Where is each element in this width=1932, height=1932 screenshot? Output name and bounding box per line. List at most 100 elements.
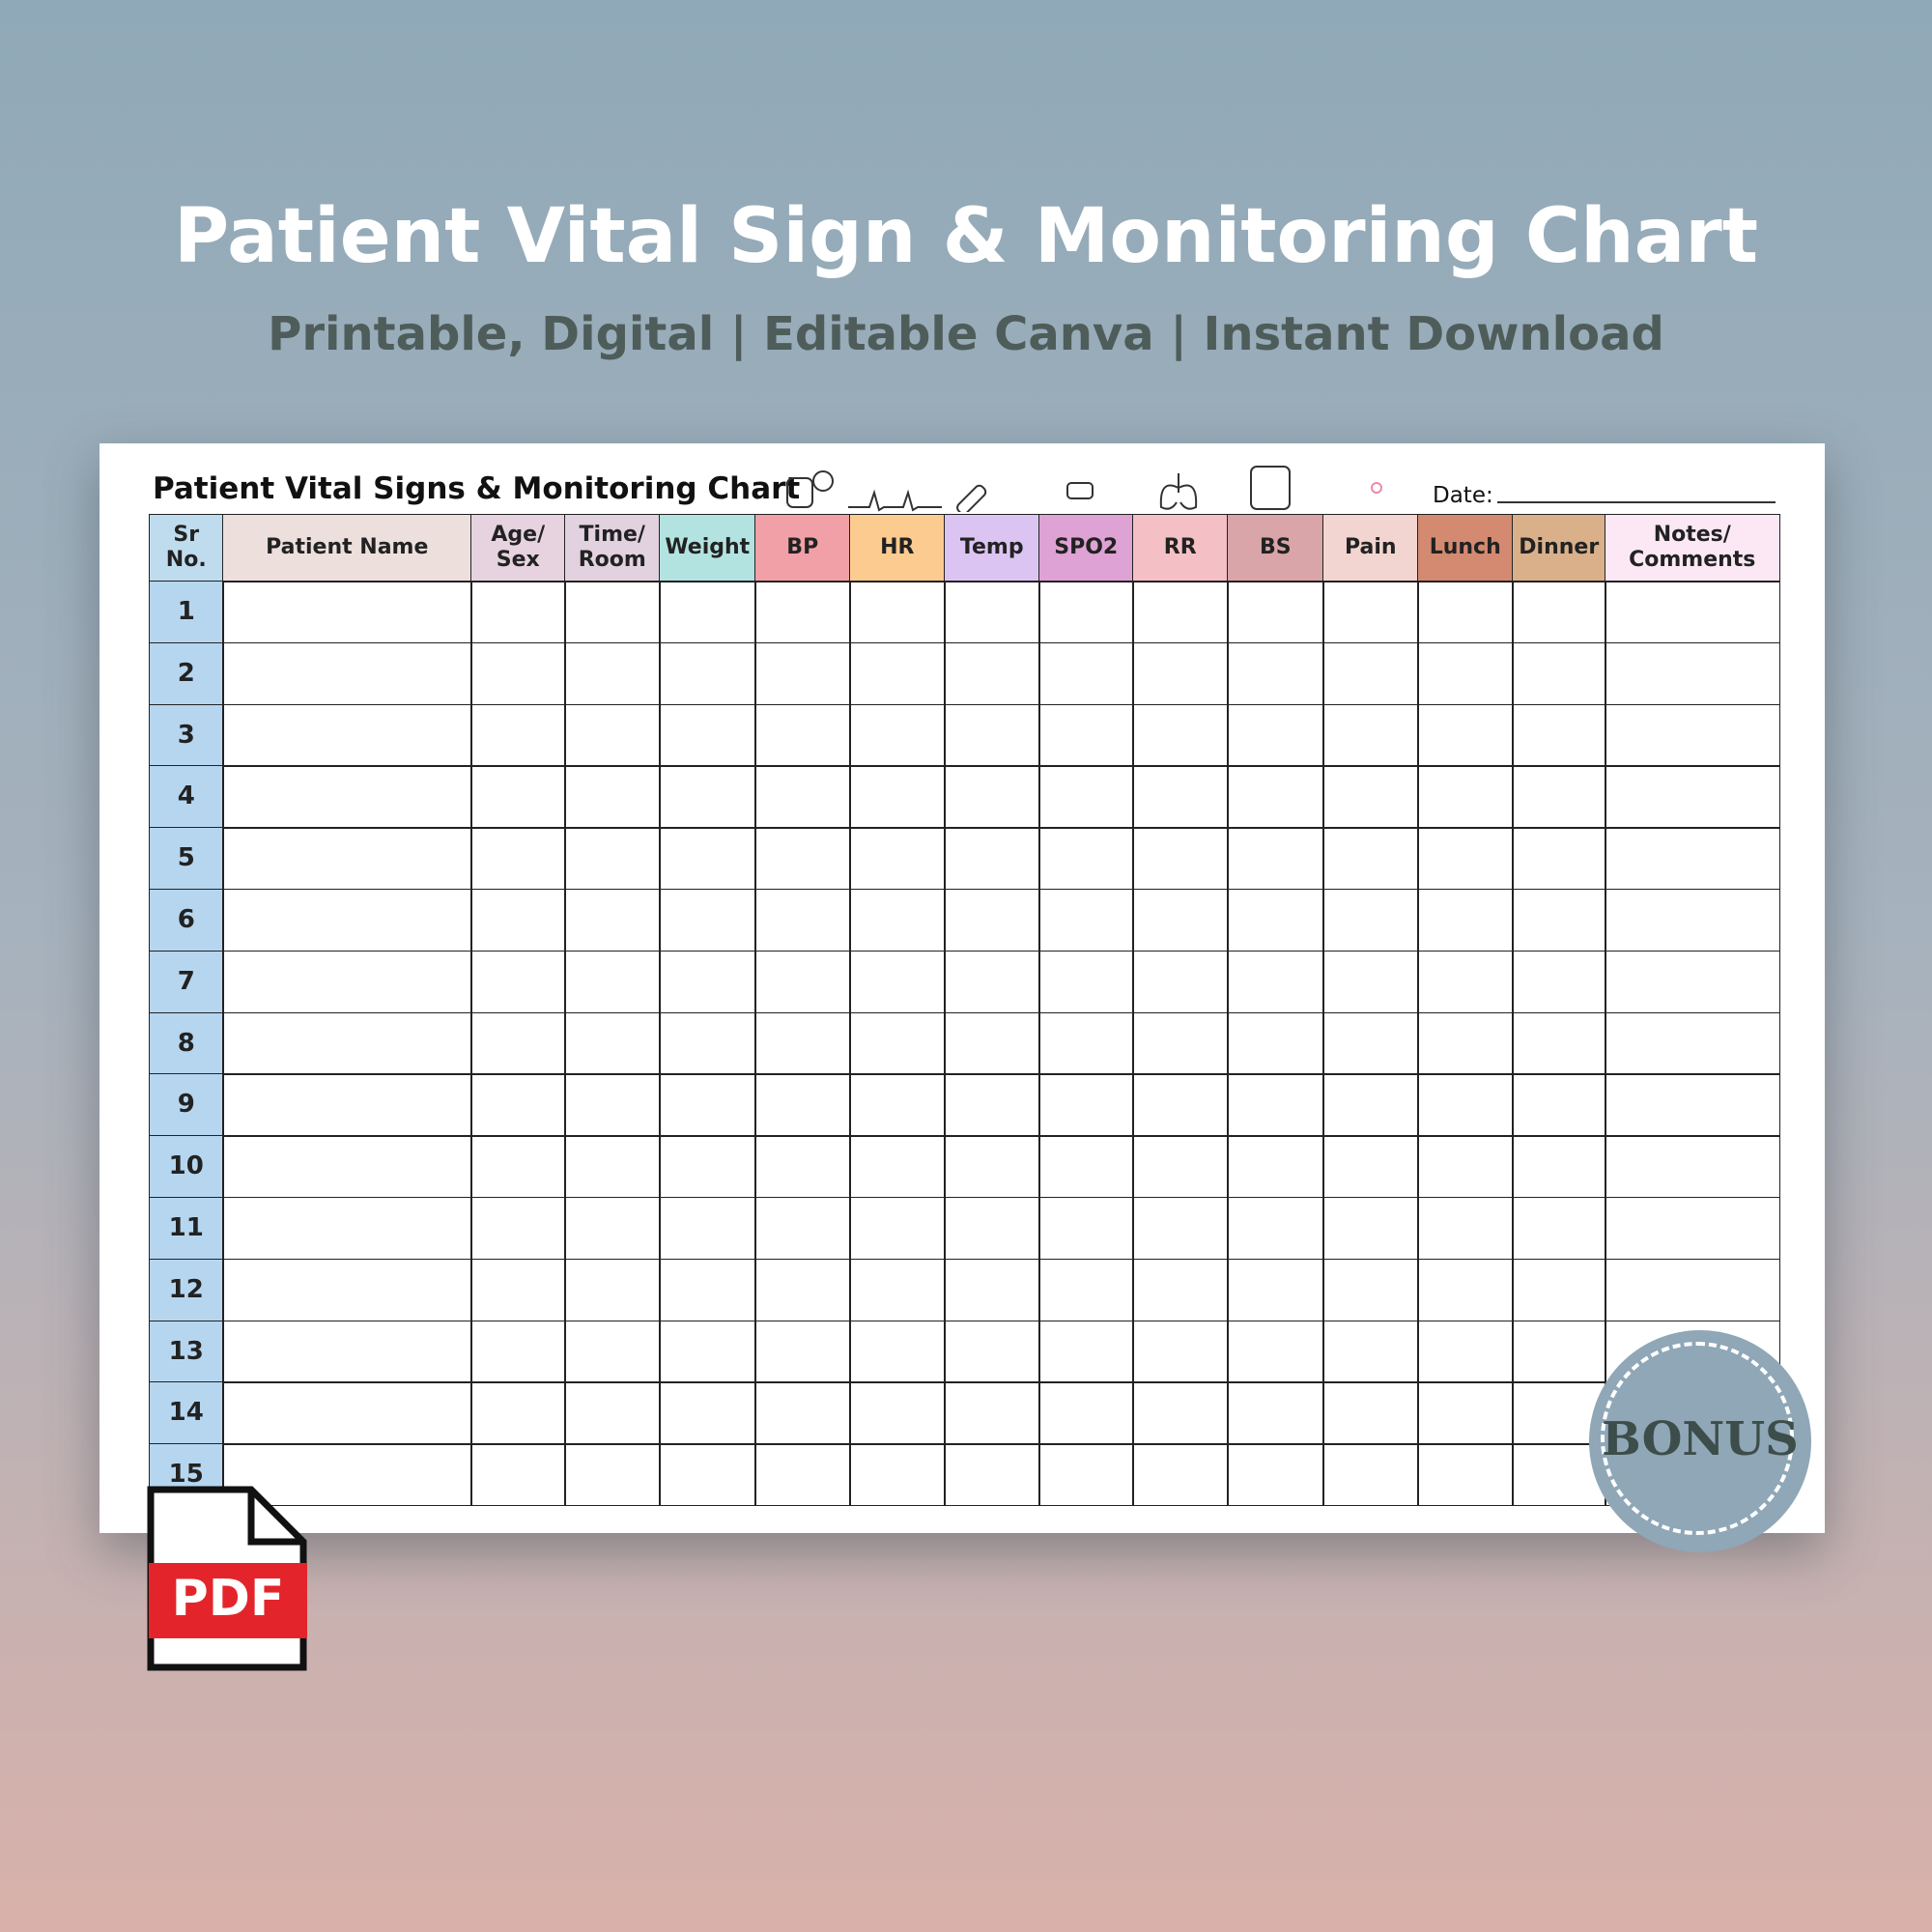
table-cell bbox=[849, 641, 946, 706]
table-cell bbox=[222, 1381, 472, 1445]
subtitle: Printable, Digital | Editable Canva | In… bbox=[268, 307, 1664, 361]
table-cell bbox=[1227, 827, 1324, 891]
table-cell bbox=[1605, 581, 1780, 644]
table-cell bbox=[1417, 1011, 1514, 1075]
table-cell bbox=[470, 1381, 566, 1445]
table-cell bbox=[1322, 1073, 1419, 1137]
table-cell bbox=[944, 1258, 1040, 1322]
table-cell bbox=[944, 950, 1040, 1014]
table-cell bbox=[1322, 1381, 1419, 1445]
table-cell bbox=[222, 1320, 472, 1383]
table-cell bbox=[222, 641, 472, 706]
table-cell bbox=[1227, 703, 1324, 767]
table-cell bbox=[944, 1135, 1040, 1199]
table-cell bbox=[470, 1443, 566, 1507]
table-cell bbox=[564, 889, 661, 952]
table-cell bbox=[1322, 1443, 1419, 1507]
table-cell bbox=[944, 765, 1040, 829]
table-cell bbox=[944, 703, 1040, 767]
table-cell bbox=[1417, 1258, 1514, 1322]
table-cell bbox=[1132, 889, 1229, 952]
table-cell bbox=[222, 1011, 472, 1075]
table-cell bbox=[1038, 1197, 1134, 1261]
table-cell bbox=[1038, 1011, 1134, 1075]
table-cell bbox=[1038, 1135, 1134, 1199]
table-cell bbox=[1132, 581, 1229, 644]
table-cell bbox=[1322, 1320, 1419, 1383]
table-cell bbox=[659, 889, 756, 952]
header-cell: Age/ Sex bbox=[470, 514, 566, 582]
table-cell bbox=[1417, 889, 1514, 952]
table-cell bbox=[1227, 581, 1324, 644]
table-cell bbox=[754, 703, 851, 767]
table-cell bbox=[944, 641, 1040, 706]
table-cell bbox=[564, 1135, 661, 1199]
table-cell bbox=[1322, 1197, 1419, 1261]
table-cell bbox=[944, 1197, 1040, 1261]
table-cell bbox=[659, 950, 756, 1014]
table-cell bbox=[849, 765, 946, 829]
table-cell bbox=[1038, 1073, 1134, 1137]
table-cell bbox=[754, 641, 851, 706]
table-cell bbox=[1132, 1073, 1229, 1137]
table-cell bbox=[1512, 1258, 1606, 1322]
table-cell bbox=[222, 1197, 472, 1261]
table-cell bbox=[1605, 889, 1780, 952]
header-cell: Sr No. bbox=[149, 514, 224, 582]
table-cell bbox=[1417, 581, 1514, 644]
table-cell bbox=[1417, 641, 1514, 706]
table-cell bbox=[849, 827, 946, 891]
table-cell bbox=[564, 641, 661, 706]
table-cell bbox=[470, 765, 566, 829]
table-cell bbox=[1227, 1011, 1324, 1075]
table-cell bbox=[222, 1073, 472, 1137]
table-cell bbox=[1605, 641, 1780, 706]
table-cell bbox=[1038, 1381, 1134, 1445]
table-cell bbox=[470, 889, 566, 952]
table-cell bbox=[470, 1011, 566, 1075]
table-cell bbox=[1417, 765, 1514, 829]
table-cell bbox=[849, 950, 946, 1014]
table-cell bbox=[222, 827, 472, 891]
table-cell bbox=[944, 1011, 1040, 1075]
table-cell bbox=[222, 581, 472, 644]
table-cell bbox=[1132, 1320, 1229, 1383]
table-cell bbox=[470, 1320, 566, 1383]
badge-text: BONUS bbox=[1602, 1412, 1799, 1466]
table-cell bbox=[564, 1258, 661, 1322]
table-cell bbox=[1512, 703, 1606, 767]
table-cell bbox=[1417, 1135, 1514, 1199]
table-cell bbox=[754, 581, 851, 644]
table-cell bbox=[659, 641, 756, 706]
table-cell bbox=[470, 827, 566, 891]
table-cell bbox=[849, 1258, 946, 1322]
table-cell bbox=[1132, 950, 1229, 1014]
table-cell bbox=[1038, 950, 1134, 1014]
table-cell bbox=[1512, 827, 1606, 891]
row-number: 5 bbox=[149, 827, 224, 891]
table-cell bbox=[1417, 1073, 1514, 1137]
row-number: 2 bbox=[149, 641, 224, 706]
table-cell bbox=[1322, 703, 1419, 767]
table-cell bbox=[659, 765, 756, 829]
table-cell bbox=[564, 1011, 661, 1075]
header-cell: Time/ Room bbox=[564, 514, 661, 582]
table-cell bbox=[1038, 827, 1134, 891]
table-cell bbox=[754, 765, 851, 829]
row-number: 7 bbox=[149, 950, 224, 1014]
header-cell: BS bbox=[1227, 514, 1324, 582]
table-cell bbox=[754, 1258, 851, 1322]
header-cell: Dinner bbox=[1512, 514, 1606, 582]
table-cell bbox=[754, 1320, 851, 1383]
table-cell bbox=[1227, 1381, 1324, 1445]
table-cell bbox=[1417, 827, 1514, 891]
table-cell bbox=[1417, 950, 1514, 1014]
date-line bbox=[1497, 501, 1776, 503]
table-cell bbox=[849, 1011, 946, 1075]
table-cell bbox=[659, 1197, 756, 1261]
header-cell: RR bbox=[1132, 514, 1229, 582]
table-cell bbox=[754, 1381, 851, 1445]
table-cell bbox=[1512, 581, 1606, 644]
badge-ring bbox=[1601, 1342, 1794, 1535]
table-cell bbox=[1132, 1197, 1229, 1261]
